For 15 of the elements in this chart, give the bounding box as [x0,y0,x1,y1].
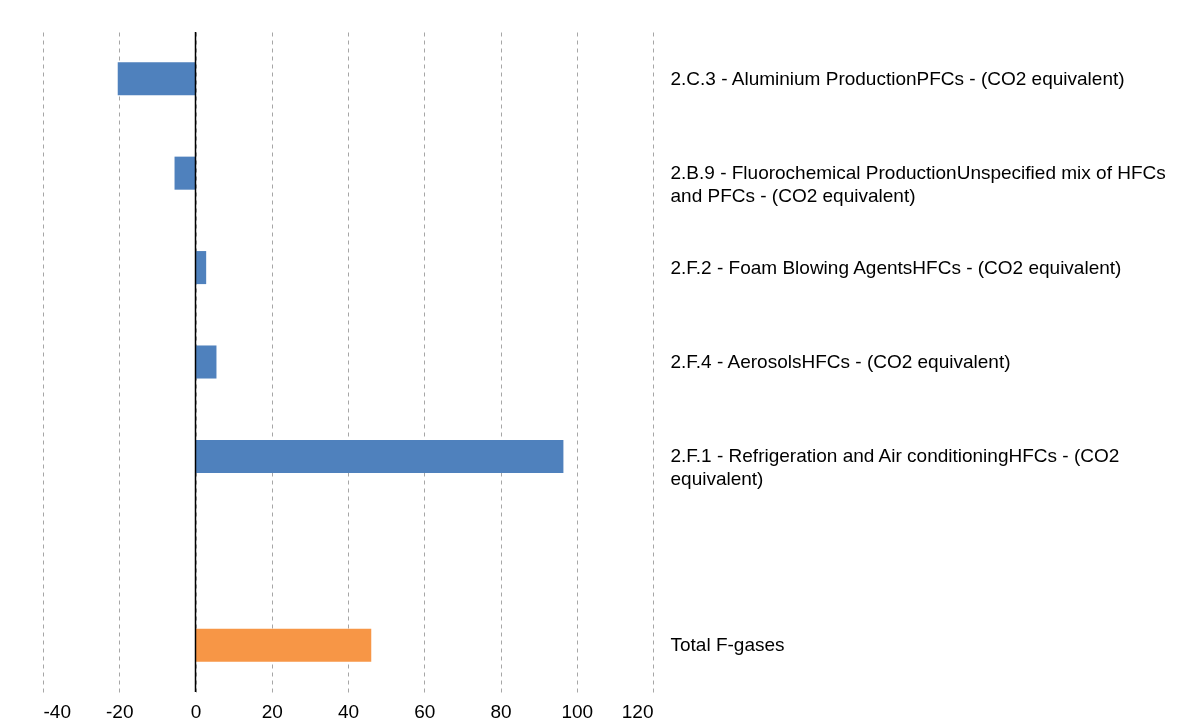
x-tick-label: 120 [621,700,654,722]
x-tick-label: 100 [561,700,594,722]
y-tick-label: Total F-gases [670,634,785,656]
x-tick-label: -40 [43,700,71,722]
x-tick-label: 0 [190,700,202,722]
x-tick-label: 60 [414,700,436,722]
x-tick-label: 40 [337,700,360,722]
y-tick-label: 2.F.1 - Refrigeration and Air conditioningHFCs - (CO2 equivalent) [670,445,1120,490]
y-tick-label: 2.F.2 - Foam Blowing AgentsHFCs - (CO2 equivalent) [670,256,1122,278]
y-tick-label: 2.B.9 - Fluorochemical ProductionUnspecified mix of HFCs and PFCs - (CO2 equivalent) [670,162,1166,207]
x-tick-label: 80 [490,700,512,722]
x-tick-label: -20 [106,700,134,722]
x-tick-label: 20 [261,700,283,722]
y-tick-label: 2.F.4 - AerosolsHFCs - (CO2 equivalent) [670,351,1011,372]
y-tick-label: 2.C.3 - Aluminium ProductionPFCs - (CO2 equivalent) [670,67,1125,89]
